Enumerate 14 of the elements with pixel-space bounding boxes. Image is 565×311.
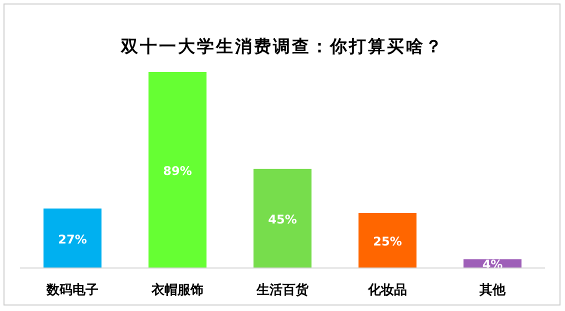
bar [358, 212, 416, 268]
x-tick-label: 生活百货 [256, 282, 310, 298]
data-label: 27% [58, 232, 87, 246]
data-label: 45% [268, 212, 297, 226]
x-tick-label: 数码电子 [46, 283, 98, 298]
chart-title: 双十一大学生消费调查：你打算买啥？ [120, 37, 444, 57]
data-label: 89% [163, 164, 192, 178]
x-tick-label: 其他 [478, 283, 506, 298]
bar [254, 168, 312, 268]
x-tick-label: 衣帽服饰 [150, 282, 204, 298]
x-tick-label: 化妆品 [367, 283, 407, 298]
bar [44, 208, 102, 268]
bar [148, 72, 206, 268]
data-label: 25% [373, 234, 402, 248]
